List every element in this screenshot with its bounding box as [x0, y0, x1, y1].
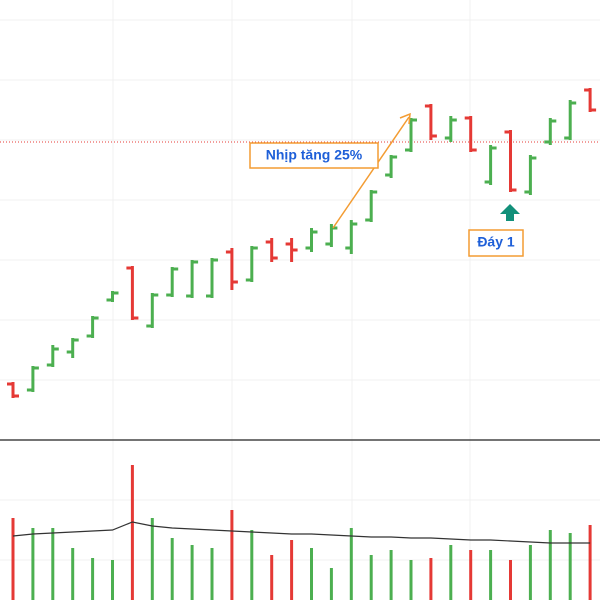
arrow: [332, 116, 410, 229]
annotation-box: [249, 142, 379, 169]
volume-ma-line: [12, 521, 591, 544]
up-arrow-icon: [500, 204, 520, 221]
arrow-head: [399, 112, 411, 125]
annotation: Đáy 1: [477, 234, 515, 250]
annotation-box: [468, 229, 524, 257]
annotation: Nhịp tăng 25%: [266, 147, 363, 163]
plot-area: [0, 88, 600, 600]
